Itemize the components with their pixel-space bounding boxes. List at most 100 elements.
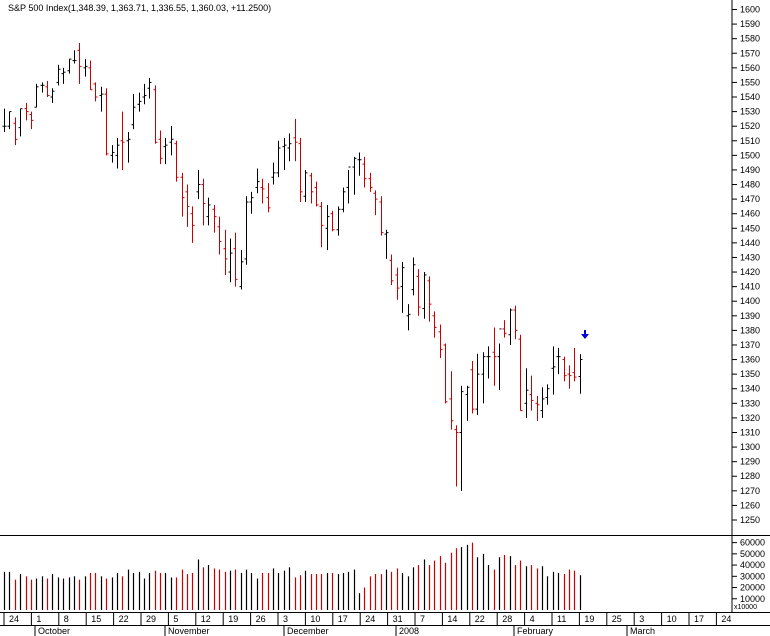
day-label: 25 [612,614,622,624]
ohlc-bar [465,385,470,421]
volume-tick-label: 20000 [740,583,765,593]
ohlc-bar [99,86,104,112]
ohlc-bar [298,137,303,203]
ohlc-bar [24,102,29,121]
price-tick-label: 1570 [740,48,760,58]
ohlc-bar [223,229,228,275]
volume-bars [3,542,582,610]
ohlc-bar [260,178,265,204]
ohlc-bar [115,137,120,169]
day-label: 10 [310,614,320,624]
day-label: 10 [667,614,677,624]
ohlc-bar [438,324,443,359]
day-label: 15 [91,614,101,624]
ohlc-bar [13,117,18,146]
volume-multiplier-label: x10000 [734,604,757,611]
price-tick-label: 1370 [740,340,760,350]
month-label: February [517,626,554,636]
ohlc-bar [540,387,545,418]
day-label: 19 [584,614,594,624]
ohlc-bar [88,60,93,91]
ohlc-bar [212,204,217,233]
ohlc-bar [77,43,82,84]
price-tick-label: 1280 [740,471,760,481]
ohlc-bar [249,191,254,214]
day-label: 24 [721,614,731,624]
price-tick-label: 1390 [740,311,760,321]
ohlc-bar [314,181,319,207]
price-axis: 1600 1590 1580 1570 1560 1550 1540 1530 1520 1510… [732,5,760,525]
ohlc-bar [217,216,222,255]
ohlc-bar [233,232,238,287]
ohlc-bar [239,250,244,290]
ohlc-bar [422,272,427,319]
price-tick-label: 1550 [740,77,760,87]
day-label: 1 [36,614,41,624]
price-tick-label: 1340 [740,384,760,394]
ohlc-bar [529,375,534,411]
price-tick-label: 1300 [740,442,760,452]
volume-tick-label: 10000 [740,594,765,604]
ohlc-bar [486,346,491,379]
ohlc-bar [83,59,88,77]
ohlc-bar [255,168,260,194]
ohlc-bar [432,311,437,338]
ohlc-bar [346,166,351,204]
day-label: 4 [530,614,535,624]
day-label: 28 [502,614,512,624]
ohlc-bar [153,85,158,144]
price-tick-label: 1480 [740,180,760,190]
price-tick-label: 1320 [740,413,760,423]
day-label: 3 [639,614,644,624]
ohlc-bar [282,137,287,170]
price-tick-label: 1310 [740,427,760,437]
ohlc-bar [325,204,330,251]
ohlc-bar [293,118,298,162]
ohlc-bar [475,353,480,415]
ohlc-bar [508,308,513,345]
price-tick-label: 1540 [740,92,760,102]
arrow-stem [584,330,586,335]
ohlc-bar [578,354,583,394]
price-tick-label: 1560 [740,63,760,73]
ohlc-bar [454,425,459,487]
ohlc-bar [535,396,540,421]
volume-tick-label: 30000 [740,571,765,581]
ohlc-bar [158,130,163,165]
ohlc-bar [18,108,23,137]
price-tick-label: 1470 [740,194,760,204]
ohlc-bar [384,229,389,259]
day-label: 22 [475,614,485,624]
ohlc-bar [336,206,341,236]
ohlc-bar [67,58,72,74]
ohlc-bar [169,126,174,156]
ohlc-bar [373,190,378,216]
ohlc-bar [524,368,529,418]
price-tick-label: 1430 [740,252,760,262]
price-tick-label: 1350 [740,369,760,379]
price-tick-label: 1410 [740,282,760,292]
ohlc-bar [443,343,448,404]
ohlc-bar [309,172,314,204]
day-label: 11 [557,614,566,624]
ohlc-bar [287,133,292,162]
price-bars [2,43,583,491]
ohlc-bar [137,92,142,112]
day-label: 8 [64,614,69,624]
ohlc-bar [45,80,50,98]
day-label: 12 [201,614,211,624]
arrow-down-icon [581,334,589,339]
ohlc-bar [93,82,98,102]
day-label: 17 [694,614,704,624]
chart-title: S&P 500 Index(1,348.39, 1,363.71, 1,336.… [8,3,271,13]
ohlc-bar [562,356,567,382]
ohlc-bar [34,83,39,108]
day-label: 19 [228,614,238,624]
day-label: 17 [338,614,348,624]
ohlc-bar [190,206,195,243]
ohlc-bar [7,111,12,130]
ohlc-bar [400,261,405,313]
day-label: 5 [173,614,178,624]
price-tick-label: 1270 [740,486,760,496]
ohlc-bar [551,346,556,395]
